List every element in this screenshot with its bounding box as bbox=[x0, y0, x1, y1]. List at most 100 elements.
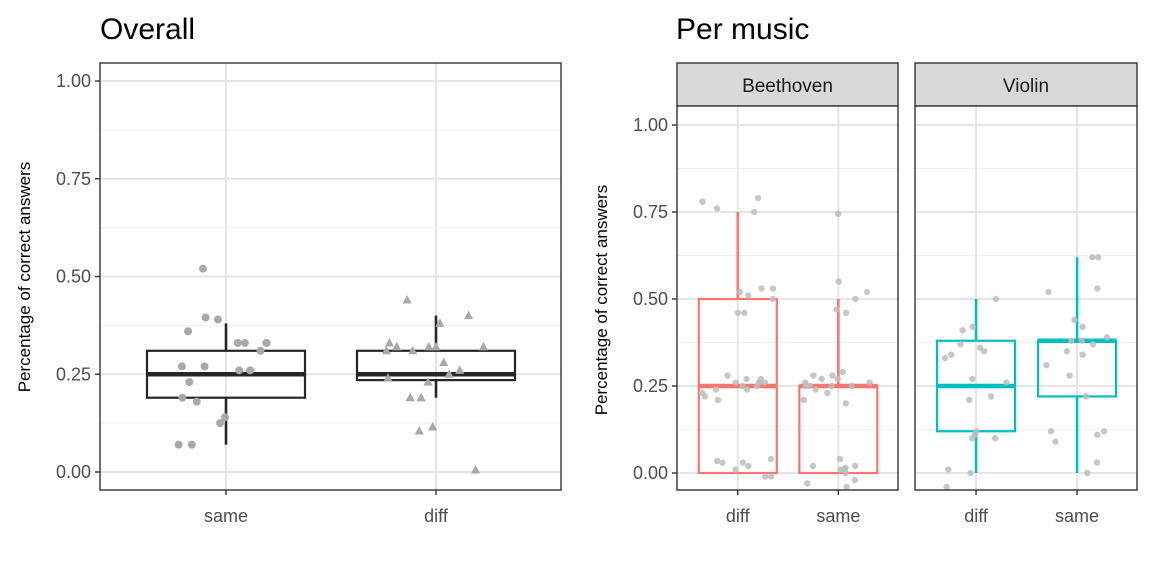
facet-y-tick-label: 1.00 bbox=[633, 115, 668, 135]
panel-overall: Overall 0.00 0.25 0.50 0.75 1.00 same diff Per… bbox=[0, 0, 562, 526]
overall-point-diff bbox=[384, 337, 395, 347]
facet-point-beethoven-same bbox=[804, 480, 811, 487]
overall-y-tick-label: 1.00 bbox=[56, 71, 91, 91]
facet-point-beethoven-same bbox=[828, 382, 835, 390]
facet-point-violin-same bbox=[1089, 341, 1097, 348]
facet-point-beethoven-diff bbox=[712, 386, 720, 393]
overall-point-diff bbox=[381, 345, 391, 355]
facet-x-tick-label: same bbox=[1055, 506, 1099, 526]
facet-point-violin-diff bbox=[969, 375, 976, 383]
facet-point-beethoven-diff bbox=[734, 309, 742, 317]
overall-point-same bbox=[198, 264, 207, 273]
facet-point-beethoven-diff bbox=[741, 309, 748, 317]
facet-point-beethoven-diff bbox=[739, 382, 746, 390]
facet-point-beethoven-diff bbox=[745, 292, 752, 299]
panel-overall-anchor bbox=[0, 0, 1, 1]
facet-point-beethoven-same bbox=[818, 375, 825, 383]
overall-point-diff bbox=[408, 345, 418, 355]
facet-point-beethoven-same bbox=[863, 288, 871, 296]
facet-point-violin-diff bbox=[941, 354, 949, 362]
overall-point-same bbox=[174, 440, 183, 449]
facet-point-violin-same bbox=[1078, 337, 1086, 344]
overall-point-same bbox=[201, 313, 210, 322]
facet-strip-violin bbox=[914, 62, 1138, 107]
facet-point-violin-same bbox=[1079, 323, 1086, 331]
facet-point-beethoven-diff bbox=[739, 459, 747, 466]
facet-point-violin-diff bbox=[980, 348, 988, 355]
facet-point-beethoven-diff bbox=[767, 455, 775, 463]
facet-point-beethoven-same bbox=[842, 400, 850, 407]
overall-point-diff bbox=[478, 341, 489, 351]
facet-point-beethoven-diff bbox=[732, 466, 739, 473]
facet-point-violin-same bbox=[1082, 393, 1090, 400]
facet-point-beethoven-diff bbox=[743, 375, 750, 383]
facet-point-beethoven-same bbox=[834, 210, 842, 217]
facet-point-beethoven-same bbox=[851, 476, 859, 484]
facet-point-beethoven-diff bbox=[713, 457, 721, 465]
overall-x-tick-label: same bbox=[204, 506, 248, 526]
overall-point-diff bbox=[463, 310, 474, 320]
overall-y-tick-label: 0.00 bbox=[56, 462, 91, 482]
overall-y-tick-label: 0.25 bbox=[56, 364, 91, 384]
facet-point-violin-diff bbox=[987, 393, 995, 400]
facet-point-beethoven-diff bbox=[701, 393, 709, 400]
overall-point-same bbox=[221, 413, 230, 422]
facet-frame-beethoven bbox=[676, 105, 899, 491]
facet-point-violin-diff bbox=[966, 396, 973, 404]
overall-point-same bbox=[235, 366, 244, 375]
y-axis-title-right: Percentage of correct answers bbox=[592, 185, 611, 416]
facet-point-beethoven-diff bbox=[753, 382, 761, 390]
facet-point-beethoven-same bbox=[837, 466, 844, 473]
facet-point-beethoven-diff bbox=[754, 194, 762, 202]
overall-point-same bbox=[178, 393, 187, 402]
facet-point-beethoven-same bbox=[866, 379, 873, 386]
overall-point-diff bbox=[392, 341, 402, 351]
overall-diff-box bbox=[355, 349, 517, 382]
facet-point-violin-same bbox=[1079, 351, 1086, 358]
overall-point-diff bbox=[435, 318, 445, 327]
facet-point-beethoven-diff bbox=[732, 379, 739, 386]
facet-point-violin-same bbox=[1071, 316, 1078, 324]
facet-point-beethoven-same bbox=[809, 462, 817, 470]
facet-point-beethoven-same bbox=[812, 386, 819, 393]
facet-point-beethoven-diff bbox=[699, 198, 706, 205]
facet-point-violin-same bbox=[1068, 337, 1075, 344]
facet-point-violin-same bbox=[1103, 334, 1111, 341]
facet-point-violin-same bbox=[1066, 372, 1073, 379]
facet-point-beethoven-diff bbox=[714, 396, 722, 404]
overall-point-same bbox=[192, 397, 201, 406]
facet-point-violin-diff bbox=[969, 435, 976, 442]
facet-point-beethoven-diff bbox=[761, 379, 769, 386]
facet-point-violin-same bbox=[1094, 285, 1101, 292]
facet-point-beethoven-same bbox=[833, 306, 840, 313]
overall-point-same bbox=[216, 419, 225, 428]
facet-strip-label-beethoven: Beethoven bbox=[742, 76, 833, 97]
facet-point-violin-same bbox=[1052, 438, 1059, 445]
overall-point-diff bbox=[424, 341, 434, 351]
facet-point-violin-diff bbox=[947, 351, 955, 358]
facet-point-beethoven-same bbox=[852, 295, 859, 303]
facet-point-violin-same bbox=[1045, 288, 1052, 296]
overall-point-diff bbox=[383, 373, 393, 382]
facet-point-violin-diff bbox=[969, 323, 976, 331]
overall-point-same bbox=[200, 362, 209, 371]
facet-point-violin-same bbox=[1094, 254, 1102, 261]
facet-point-violin-diff bbox=[967, 469, 974, 477]
facet-x-tick-label: diff bbox=[726, 506, 751, 526]
overall-point-same bbox=[184, 327, 193, 336]
overall-point-same bbox=[185, 378, 194, 387]
facet-point-violin-diff bbox=[1003, 379, 1010, 386]
facet-point-violin-same bbox=[1043, 361, 1050, 369]
facet-point-violin-diff bbox=[943, 483, 950, 491]
overall-point-diff bbox=[405, 392, 415, 402]
overall-point-same bbox=[177, 362, 186, 371]
facet-point-beethoven-diff bbox=[762, 473, 769, 480]
facet-y-tick-label: 0.25 bbox=[633, 376, 668, 396]
overall-point-same bbox=[187, 440, 196, 449]
overall-point-diff bbox=[414, 425, 424, 435]
overall-point-same bbox=[262, 338, 271, 347]
facet-point-beethoven-same bbox=[842, 309, 850, 317]
facet-x-tick-label: same bbox=[816, 506, 860, 526]
facet-frame-violin bbox=[914, 105, 1138, 491]
